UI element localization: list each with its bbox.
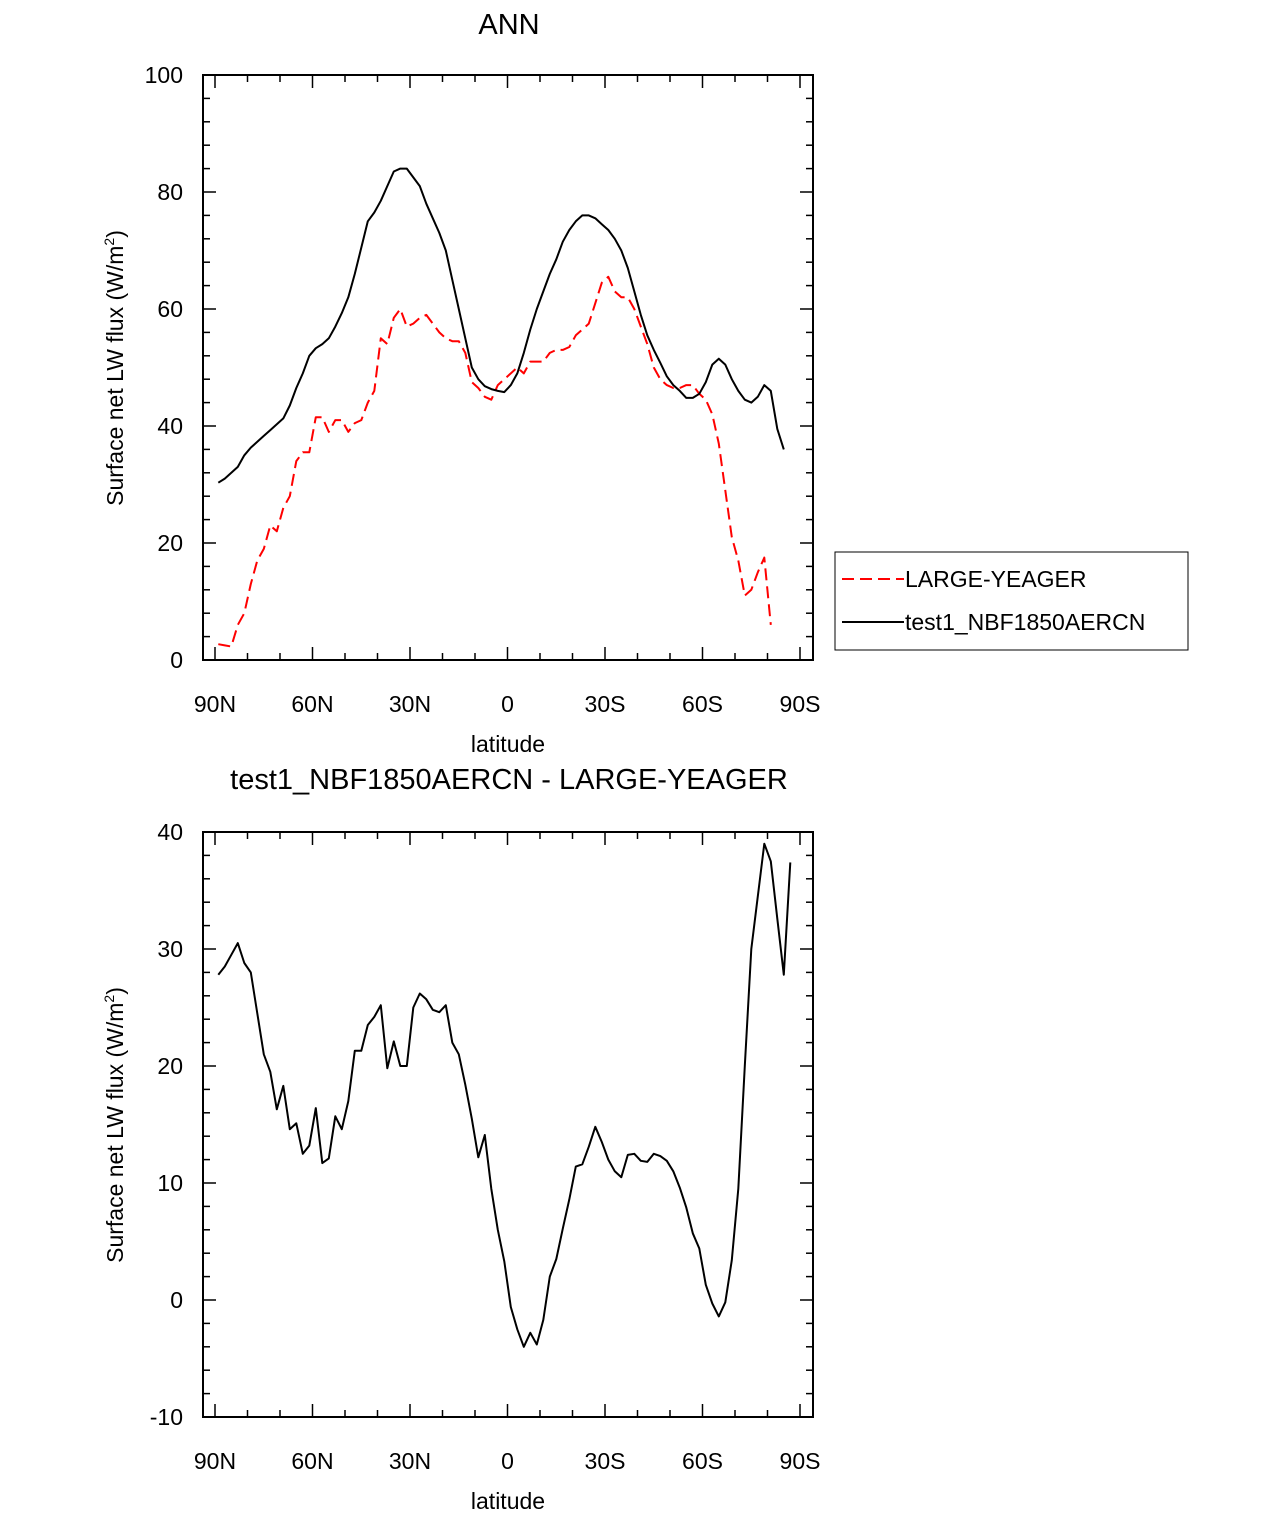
x-axis-label-bottom: latitude xyxy=(471,1488,545,1514)
x-tick-label: 60S xyxy=(682,691,723,717)
x-tick-label: 90S xyxy=(780,691,821,717)
y-tick-label: 40 xyxy=(157,819,183,845)
series-line-difference xyxy=(217,842,792,1348)
x-tick-label: 60S xyxy=(682,1448,723,1474)
chart-panel-top: ANN 0 20 40 60 80 100 90N 60N 30N 0 30S 60S 90S lati… xyxy=(101,9,1189,757)
x-tick-label: 60N xyxy=(291,1448,333,1474)
x-tick-label: 30S xyxy=(585,691,626,717)
series-line-test1-nbf1850aercn xyxy=(217,167,785,484)
y-tick-label: 100 xyxy=(145,62,183,88)
y-tick-label: 0 xyxy=(170,1287,183,1313)
series-line-large-yeager xyxy=(218,275,772,648)
x-tick-label: 90N xyxy=(194,691,236,717)
x-tick-label: 60N xyxy=(291,691,333,717)
x-tick-label: 90N xyxy=(194,1448,236,1474)
x-tick-label: 0 xyxy=(501,691,514,717)
y-tick-label: 20 xyxy=(157,530,183,556)
legend-label-large-yeager: LARGE-YEAGER xyxy=(905,566,1087,592)
y-tick-label: 0 xyxy=(170,647,183,673)
legend: LARGE-YEAGER test1_NBF1850AERCN xyxy=(834,551,1189,651)
y-tick-label: 30 xyxy=(157,936,183,962)
y-tick-label: 40 xyxy=(157,413,183,439)
y-axis-label-bottom: Surface net LW flux (W/m2) xyxy=(101,987,128,1263)
legend-box xyxy=(834,551,1189,651)
plot-frame-top xyxy=(202,74,814,661)
y-tick-label: 80 xyxy=(157,179,183,205)
x-tick-label: 30N xyxy=(389,1448,431,1474)
chart-panel-bottom: test1_NBF1850AERCN - LARGE-YEAGER -10 0 10… xyxy=(101,764,820,1514)
x-tick-label: 30N xyxy=(389,691,431,717)
legend-label-test1: test1_NBF1850AERCN xyxy=(905,609,1145,635)
x-tick-label: 0 xyxy=(501,1448,514,1474)
x-tick-label: 90S xyxy=(780,1448,821,1474)
x-axis-label-top: latitude xyxy=(471,731,545,757)
y-tick-label: 20 xyxy=(157,1053,183,1079)
chart-title-top: ANN xyxy=(478,9,539,41)
y-tick-label: 10 xyxy=(157,1170,183,1196)
chart-title-bottom: test1_NBF1850AERCN - LARGE-YEAGER xyxy=(230,764,788,796)
x-tick-label: 30S xyxy=(585,1448,626,1474)
y-axis-label-top: Surface net LW flux (W/m2) xyxy=(101,230,128,506)
y-tick-label: -10 xyxy=(150,1404,183,1430)
y-tick-label: 60 xyxy=(157,296,183,322)
